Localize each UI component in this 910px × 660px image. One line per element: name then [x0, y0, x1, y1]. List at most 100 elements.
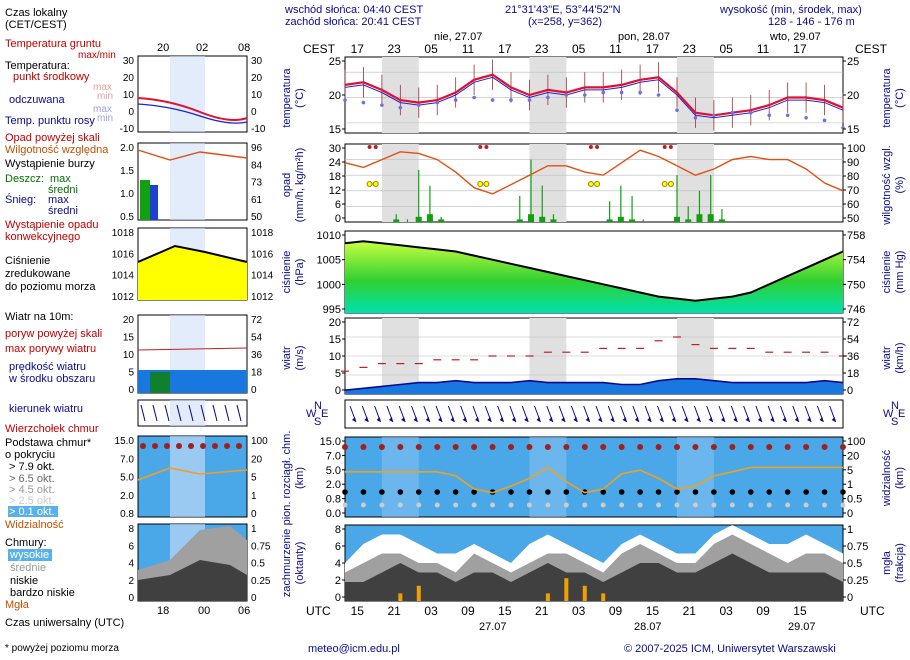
temp-title-right: temperatura	[881, 67, 893, 127]
hours-top: 17 23 05 11 17 23 05 11 17 23 05 11 17	[351, 42, 807, 56]
wind-speed-line	[344, 378, 844, 391]
storm-marker	[483, 181, 490, 187]
cloud-base-dot	[711, 489, 717, 495]
pres-right-tick: 754	[847, 255, 865, 267]
cloud-base-dot-light	[637, 502, 643, 508]
mini-temp-tick-r: -10	[251, 124, 266, 135]
dew-point-dot	[582, 93, 587, 97]
mini-hum	[137, 149, 248, 161]
cloud-top-dot	[342, 444, 348, 450]
footer-email[interactable]: meteo@icm.edu.pl	[308, 643, 400, 655]
legend-clouds-low: niskie	[10, 575, 38, 587]
sunset: zachód słońca: 20:41 CEST	[285, 16, 422, 28]
mini-pres-tick-l: 1018	[112, 228, 135, 239]
cloud-top-dot	[674, 444, 680, 450]
cloud-top-dot	[618, 444, 625, 450]
clouds-low-area	[345, 553, 843, 601]
cloud-base-dot-light	[656, 502, 662, 508]
mini-wind-tick-l: 15	[123, 333, 135, 344]
legend-rain-mid: średni	[48, 184, 78, 196]
mini-cloud-top-dot	[200, 443, 206, 449]
mini-cov-tick-l: 4	[128, 559, 134, 570]
footnote: * powyżej poziomu morza	[5, 643, 119, 654]
mini-wind-tick-l: 20	[123, 315, 135, 326]
dew-point-dot	[416, 103, 421, 107]
prec-left-tick: 0	[335, 213, 341, 225]
cloud-base-dot	[342, 489, 348, 495]
date-1: 27.07	[479, 621, 507, 633]
cloud-unit-left: (km)	[294, 467, 306, 489]
cloud-top-dot	[489, 444, 496, 450]
pres-unit-left: (hPa)	[294, 259, 306, 286]
day-1: nie, 27.07	[434, 31, 482, 43]
wind-arrow-head	[536, 417, 541, 422]
dew-point-dot	[804, 116, 808, 120]
wind-arrow-head	[352, 417, 356, 422]
dew-point-dot	[343, 98, 347, 102]
cloud-base-dot	[840, 489, 846, 495]
compass-w-right: W	[883, 408, 894, 420]
cov-left-tick: 6	[335, 541, 341, 553]
cloud-base-dot	[766, 489, 773, 495]
mini-prec-tick-r: 84	[251, 160, 263, 171]
mini-cloud-tick-r: 20	[251, 454, 263, 465]
elevation-values: 128 - 146 - 176 m	[768, 16, 855, 28]
rain-mean-bar	[606, 219, 613, 222]
mini-wind-tick-r: 72	[251, 315, 263, 326]
mini-prec-tick-l: 1.5	[120, 166, 134, 177]
cov-title-left: zachmurzenie	[281, 529, 293, 597]
rain-mean-bar	[393, 219, 400, 222]
mini-wind-arrow	[152, 404, 158, 422]
hour-top-label: 23	[683, 42, 697, 56]
wind-arrow-head	[438, 417, 443, 422]
hour-bottom-label: 09	[756, 604, 770, 618]
cloud-base-dot	[821, 489, 828, 495]
tz-top-right: CEST	[855, 42, 888, 56]
mini-cloud-top-dot	[188, 443, 194, 449]
cloud-base-dot-light	[360, 502, 366, 508]
wind-arrow-head	[782, 417, 787, 422]
mini-cov-tick-r: 0.25	[251, 576, 271, 587]
legend-temp-felt-min: min	[97, 113, 113, 124]
dew-point-dot	[564, 93, 569, 97]
mini-temp-tick-r: 30	[251, 56, 263, 67]
mini-prec-tick-l: 0.5	[120, 212, 134, 223]
temp-title-left: temperatura	[281, 67, 293, 127]
temp-left-tick: 25	[329, 56, 341, 68]
wind-arrow-head	[585, 417, 590, 422]
cloud-base-dot	[397, 489, 404, 495]
mini-wind-arrow	[224, 404, 230, 422]
mini-prec-night	[170, 143, 205, 220]
cloud-left-tick: 0.0	[326, 508, 341, 520]
compass-s-right: S	[891, 416, 898, 428]
mini-felt-line	[137, 103, 248, 124]
wind-arrow-head	[647, 417, 652, 422]
cloud-base-dot-light	[490, 502, 496, 508]
wind-right-tick: 36	[847, 351, 859, 363]
mini-temp-tick-l: 10	[123, 90, 135, 101]
mini-temp-night	[170, 56, 205, 132]
cloud-right-tick: 20	[847, 450, 859, 462]
hour-bottom-label: 15	[793, 604, 807, 618]
mini-cloud-top-dot	[224, 443, 230, 449]
cloud-base-dot	[692, 489, 699, 495]
cloud-left-tick: 0.8	[326, 494, 341, 506]
wind-arrow-head	[475, 417, 479, 422]
cloud-left-tick: 7.0	[326, 450, 341, 462]
mini-temp-tick-l: 20	[123, 73, 135, 84]
legend-temp-ground2: max/min	[78, 50, 116, 61]
cloud-base-dot	[563, 489, 570, 495]
cloud-base-dot	[415, 489, 422, 495]
mini-wind-arrow	[164, 404, 170, 422]
cloud-right-tick: 1	[847, 479, 853, 491]
mini-temp-tick-r: 20	[251, 73, 263, 84]
mini-cov-tick-l: 8	[128, 524, 134, 535]
legend-pressure2: zredukowane	[5, 268, 70, 280]
wind-arrow-head	[770, 417, 775, 422]
mini-wind-arrow	[200, 404, 206, 422]
precip-over-marker	[668, 145, 673, 149]
mini-wind-tick-r: 54	[251, 333, 263, 344]
legend-cloud-base: Podstawa chmur*	[5, 437, 92, 449]
pres-title-right: ciśnienie	[881, 251, 893, 294]
